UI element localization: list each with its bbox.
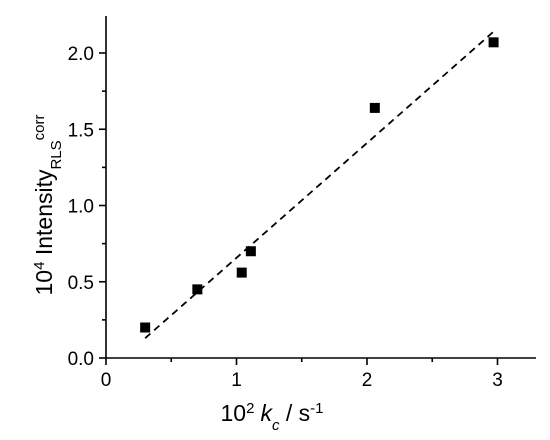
x-axis-title-unit-sup: -1 xyxy=(310,400,323,417)
y-axis-title-main: Intensity xyxy=(31,169,57,262)
x-axis-title-symbol-sub: c xyxy=(272,417,280,434)
x-axis-title-prefix: 10 xyxy=(221,400,247,426)
y-axis-title-prefix: 10 xyxy=(31,270,57,296)
y-axis-title-sup: corr xyxy=(31,114,48,140)
data-point xyxy=(245,246,256,257)
x-axis-title-unit: / s xyxy=(279,400,310,426)
y-axis-title: 104 IntensityRLScorr xyxy=(31,114,65,295)
data-point xyxy=(192,284,203,295)
x-tick-label: 3 xyxy=(492,370,503,391)
data-point xyxy=(488,37,499,48)
data-point xyxy=(140,322,151,333)
x-tick-label: 0 xyxy=(101,370,112,391)
y-tick-label: 2.0 xyxy=(68,44,94,65)
y-tick-label: 1.5 xyxy=(68,120,94,141)
fit-line xyxy=(144,30,495,339)
x-tick-label: 1 xyxy=(231,370,242,391)
x-axis-title: 102 kc / s-1 xyxy=(221,400,324,434)
y-tick-label: 0.0 xyxy=(68,349,94,370)
y-tick-label: 0.5 xyxy=(68,273,94,294)
plot-area: 0.0 0.5 1.0 1.5 2.0 0 1 2 3 xyxy=(68,16,536,391)
data-point xyxy=(369,102,380,113)
x-axis-title-prefix-sup: 2 xyxy=(246,400,254,417)
y-tick-label: 1.0 xyxy=(68,197,94,218)
data-point xyxy=(236,267,247,278)
y-axis-title-prefix-sup: 4 xyxy=(31,262,48,270)
y-axis-title-sub: RLS xyxy=(48,140,65,169)
x-axis-title-symbol: k xyxy=(260,400,273,426)
x-tick-label: 2 xyxy=(362,370,373,391)
